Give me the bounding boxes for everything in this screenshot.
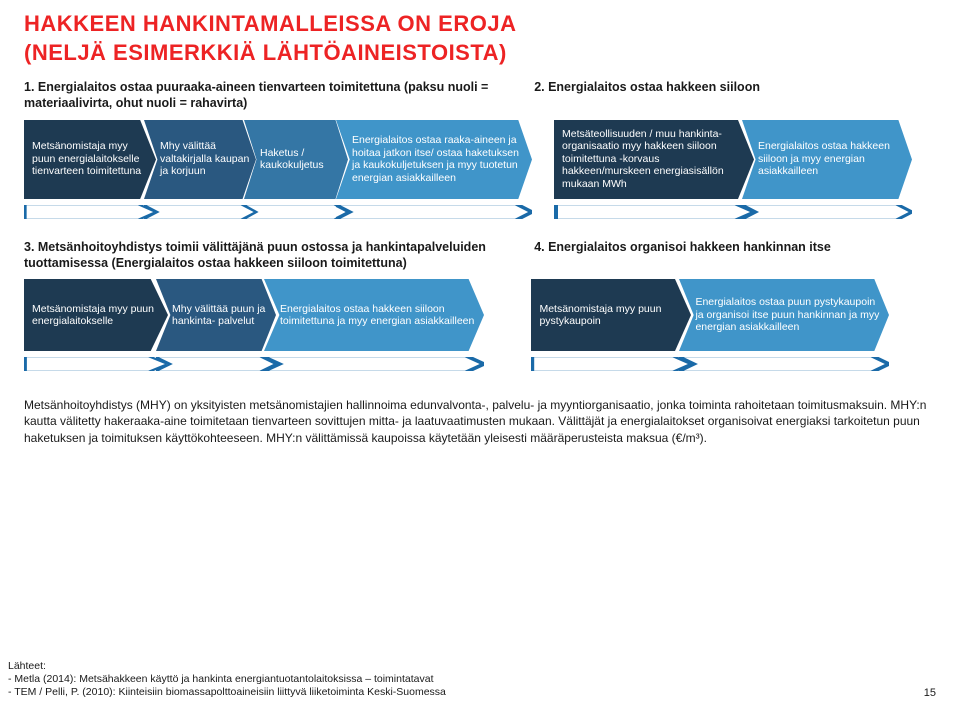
flow4-step-1: Metsänomistaja myy puun pystykaupoin	[531, 279, 691, 351]
section-2-heading: 2. Energialaitos ostaa hakkeen siiloon	[534, 79, 936, 95]
flow1-step-2: Mhy välittää valtakirjalla kaupan ja kor…	[144, 120, 256, 199]
section-1-heading: 1. Energialaitos ostaa puuraaka-aineen t…	[24, 79, 506, 112]
flow-1: Metsänomistaja myy puun energialaitoksel…	[24, 120, 548, 199]
flow-row-1: Metsänomistaja myy puun energialaitoksel…	[0, 112, 960, 205]
flow2-step-2-label: Energialaitos ostaa hakkeen siiloon ja m…	[758, 140, 906, 178]
flow2-step-1: Metsäteollisuuden / muu hankinta-organis…	[554, 120, 754, 199]
flow1-step-3-label: Haketus / kaukokuljetus	[260, 147, 342, 172]
page-title: HAKKEEN HANKINTAMALLEISSA ON EROJA (NELJ…	[0, 0, 960, 75]
title-line-1: HAKKEEN HANKINTAMALLEISSA ON EROJA	[24, 10, 936, 39]
section-row-2: 3. Metsänhoitoyhdistys toimii välittäjän…	[0, 221, 960, 272]
section-4-heading: 4. Energialaitos organisoi hakkeen hanki…	[534, 239, 936, 255]
flow4-step-2: Energialaitos ostaa puun pystykaupoin ja…	[679, 279, 889, 351]
title-line-2: (NELJÄ ESIMERKKIÄ LÄHTÖAINEISTOISTA)	[24, 39, 936, 68]
flow1-step-3: Haketus / kaukokuljetus	[244, 120, 348, 199]
flow1-step-2-label: Mhy välittää valtakirjalla kaupan ja kor…	[160, 140, 250, 178]
flow2-step-2: Energialaitos ostaa hakkeen siiloon ja m…	[742, 120, 912, 199]
outline-row-2	[0, 357, 960, 373]
flow3-step-2-label: Mhy välittää puun ja hankinta- palvelut	[172, 303, 270, 328]
flow1-step-4: Energialaitos ostaa raaka-aineen ja hoit…	[336, 120, 532, 199]
refs-line-1: - Metla (2014): Metsähakkeen käyttö ja h…	[8, 673, 446, 686]
flow3-step-1: Metsänomistaja myy puun energialaitoksel…	[24, 279, 168, 351]
flow3-step-1-label: Metsänomistaja myy puun energialaitoksel…	[32, 303, 162, 328]
references: Lähteet: - Metla (2014): Metsähakkeen kä…	[8, 660, 446, 699]
flow1-step-1-label: Metsänomistaja myy puun energialaitoksel…	[32, 140, 150, 178]
flow1-step-4-label: Energialaitos ostaa raaka-aineen ja hoit…	[352, 134, 526, 184]
refs-heading: Lähteet:	[8, 660, 446, 673]
flow1-step-1: Metsänomistaja myy puun energialaitoksel…	[24, 120, 156, 199]
flow-row-2: Metsänomistaja myy puun energialaitoksel…	[0, 271, 960, 357]
flow3-step-3: Energialaitos ostaa hakkeen siiloon toim…	[264, 279, 484, 351]
section-row-1: 1. Energialaitos ostaa puuraaka-aineen t…	[0, 75, 960, 112]
page-number: 15	[924, 687, 936, 699]
flow3-step-2: Mhy välittää puun ja hankinta- palvelut	[156, 279, 276, 351]
flow-2: Metsäteollisuuden / muu hankinta-organis…	[548, 120, 936, 199]
flow2-step-1-label: Metsäteollisuuden / muu hankinta-organis…	[562, 128, 748, 191]
outline-row-1	[0, 205, 960, 221]
flow4-step-2-label: Energialaitos ostaa puun pystykaupoin ja…	[695, 296, 883, 334]
description-paragraph: Metsänhoitoyhdistys (MHY) on yksityisten…	[0, 373, 960, 450]
section-3-heading: 3. Metsänhoitoyhdistys toimii välittäjän…	[24, 239, 506, 272]
flow4-step-1-label: Metsänomistaja myy puun pystykaupoin	[539, 303, 685, 328]
refs-line-2: - TEM / Pelli, P. (2010): Kiinteisiin bi…	[8, 686, 446, 699]
flow-3: Metsänomistaja myy puun energialaitoksel…	[24, 279, 525, 351]
footer: Lähteet: - Metla (2014): Metsähakkeen kä…	[0, 660, 960, 699]
flow3-step-3-label: Energialaitos ostaa hakkeen siiloon toim…	[280, 303, 478, 328]
flow-4: Metsänomistaja myy puun pystykaupoin Ene…	[525, 279, 936, 351]
